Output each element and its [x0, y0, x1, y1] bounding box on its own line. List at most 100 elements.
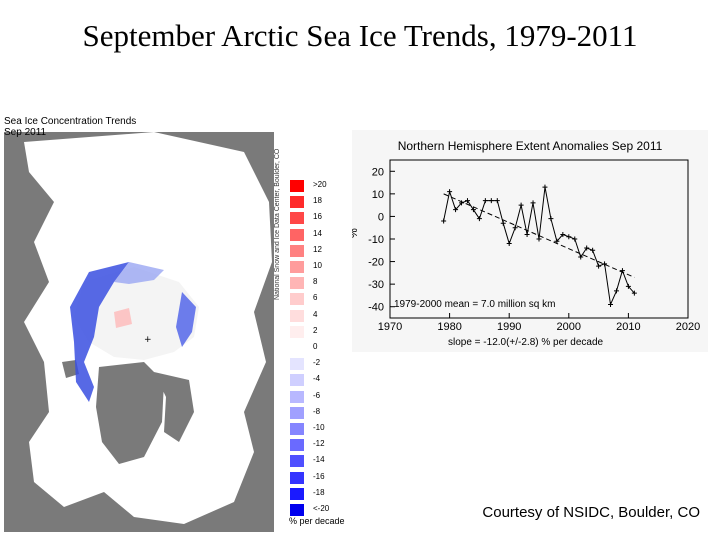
y-tick-label: 0 — [378, 211, 384, 223]
data-point — [554, 238, 560, 244]
slide-title: September Arctic Sea Ice Trends, 1979-20… — [82, 18, 638, 53]
data-point — [578, 254, 584, 260]
data-point — [464, 198, 470, 204]
legend-swatch — [290, 228, 304, 241]
legend-swatch — [290, 504, 304, 516]
data-point — [470, 207, 476, 213]
legend-swatch — [290, 487, 304, 500]
legend-label: 8 — [313, 277, 318, 287]
legend-label: -2 — [313, 358, 321, 368]
legend-label: 4 — [313, 309, 318, 319]
legend-label: -4 — [313, 374, 321, 384]
map-svalbard — [62, 360, 79, 378]
sea-ice-map: + — [4, 112, 274, 532]
legend-label: -18 — [313, 487, 325, 497]
data-point — [590, 247, 596, 253]
courtesy-credit: Courtesy of NSIDC, Boulder, CO — [482, 504, 700, 521]
legend-swatch — [290, 277, 304, 290]
legend-swatch — [290, 261, 304, 273]
legend-swatch — [290, 180, 304, 192]
data-point — [459, 200, 465, 206]
data-point — [500, 220, 506, 226]
data-point — [518, 202, 524, 208]
legend-label: >20 — [313, 180, 327, 189]
legend-label: -8 — [313, 406, 321, 416]
legend-label: 6 — [313, 293, 318, 303]
legend-label: -6 — [313, 390, 321, 400]
data-point — [488, 198, 494, 204]
legend-swatch — [290, 196, 304, 209]
legend-unit: % per decade — [289, 516, 345, 526]
data-point — [530, 200, 536, 206]
data-point — [560, 231, 566, 237]
x-tick-label: 2020 — [676, 321, 700, 333]
legend-label: 14 — [313, 228, 322, 238]
data-point — [512, 225, 518, 231]
x-tick-label: 1980 — [437, 321, 461, 333]
y-tick-label: 20 — [372, 166, 384, 178]
legend-label: -14 — [313, 455, 325, 465]
legend-label: <-20 — [313, 504, 330, 513]
map-canada-islands — [154, 372, 194, 442]
y-tick-label: -10 — [368, 234, 384, 246]
chart-title: Northern Hemisphere Extent Anomalies Sep… — [398, 139, 663, 153]
chart-ylabel: % — [352, 228, 360, 238]
legend-swatch — [290, 293, 304, 306]
legend-swatch — [290, 212, 304, 225]
legend-swatch — [290, 406, 304, 419]
y-tick-label: -40 — [368, 302, 384, 314]
map-title: Sea Ice Concentration Trends Sep 2011 — [4, 116, 136, 138]
y-tick-label: 10 — [372, 189, 384, 201]
legend-swatch — [290, 342, 304, 354]
legend-label: 10 — [313, 261, 322, 270]
y-tick-label: -30 — [368, 279, 384, 291]
chart-annotation-slope: slope = -12.0(+/-2.8) % per decade — [448, 337, 604, 348]
legend-swatch — [290, 423, 304, 435]
map-ice-loss-blue-light — [114, 262, 164, 284]
map-ice-loss-blue — [70, 262, 129, 402]
data-point — [619, 268, 625, 274]
chart-annotation-mean: 1979-2000 mean = 7.0 million sq km — [394, 299, 555, 310]
series-line — [443, 187, 635, 307]
data-point — [453, 207, 459, 213]
map-title-line1: Sea Ice Concentration Trends — [4, 116, 137, 127]
y-tick-label: -20 — [368, 257, 384, 269]
legend-label: 12 — [313, 244, 322, 254]
data-point — [506, 241, 512, 247]
data-point — [572, 236, 578, 242]
legend-swatch — [290, 455, 304, 468]
legend-swatch — [290, 390, 304, 403]
legend-swatch — [290, 244, 304, 257]
legend-label: -16 — [313, 471, 325, 481]
legend-swatch — [290, 374, 304, 387]
legend-label: 0 — [313, 342, 318, 351]
data-point — [441, 218, 447, 224]
legend-swatch — [290, 309, 304, 322]
data-point — [494, 198, 500, 204]
data-point — [524, 231, 530, 237]
data-point — [602, 261, 608, 267]
map-title-line2: Sep 2011 — [4, 127, 47, 138]
data-point — [596, 263, 602, 269]
map-ice-loss-blue-east — [176, 292, 196, 347]
data-point — [566, 234, 572, 240]
data-point — [476, 216, 482, 222]
data-point — [625, 283, 631, 289]
data-point — [613, 288, 619, 294]
data-point — [536, 236, 542, 242]
legend-label: 18 — [313, 196, 322, 206]
legend-label: -12 — [313, 439, 325, 449]
legend-swatch — [290, 358, 304, 371]
x-tick-label: 1990 — [497, 321, 521, 333]
data-point — [631, 290, 637, 296]
legend-label: 16 — [313, 212, 322, 222]
data-point — [482, 198, 488, 204]
legend-swatch — [290, 325, 304, 338]
data-point — [584, 245, 590, 251]
data-point — [447, 189, 453, 195]
map-ice-gain-red — [114, 308, 132, 328]
legend-label: 2 — [313, 325, 318, 335]
x-tick-label: 1970 — [378, 321, 402, 333]
legend-swatch — [290, 471, 304, 484]
map-north-pole-marker: + — [144, 335, 152, 345]
